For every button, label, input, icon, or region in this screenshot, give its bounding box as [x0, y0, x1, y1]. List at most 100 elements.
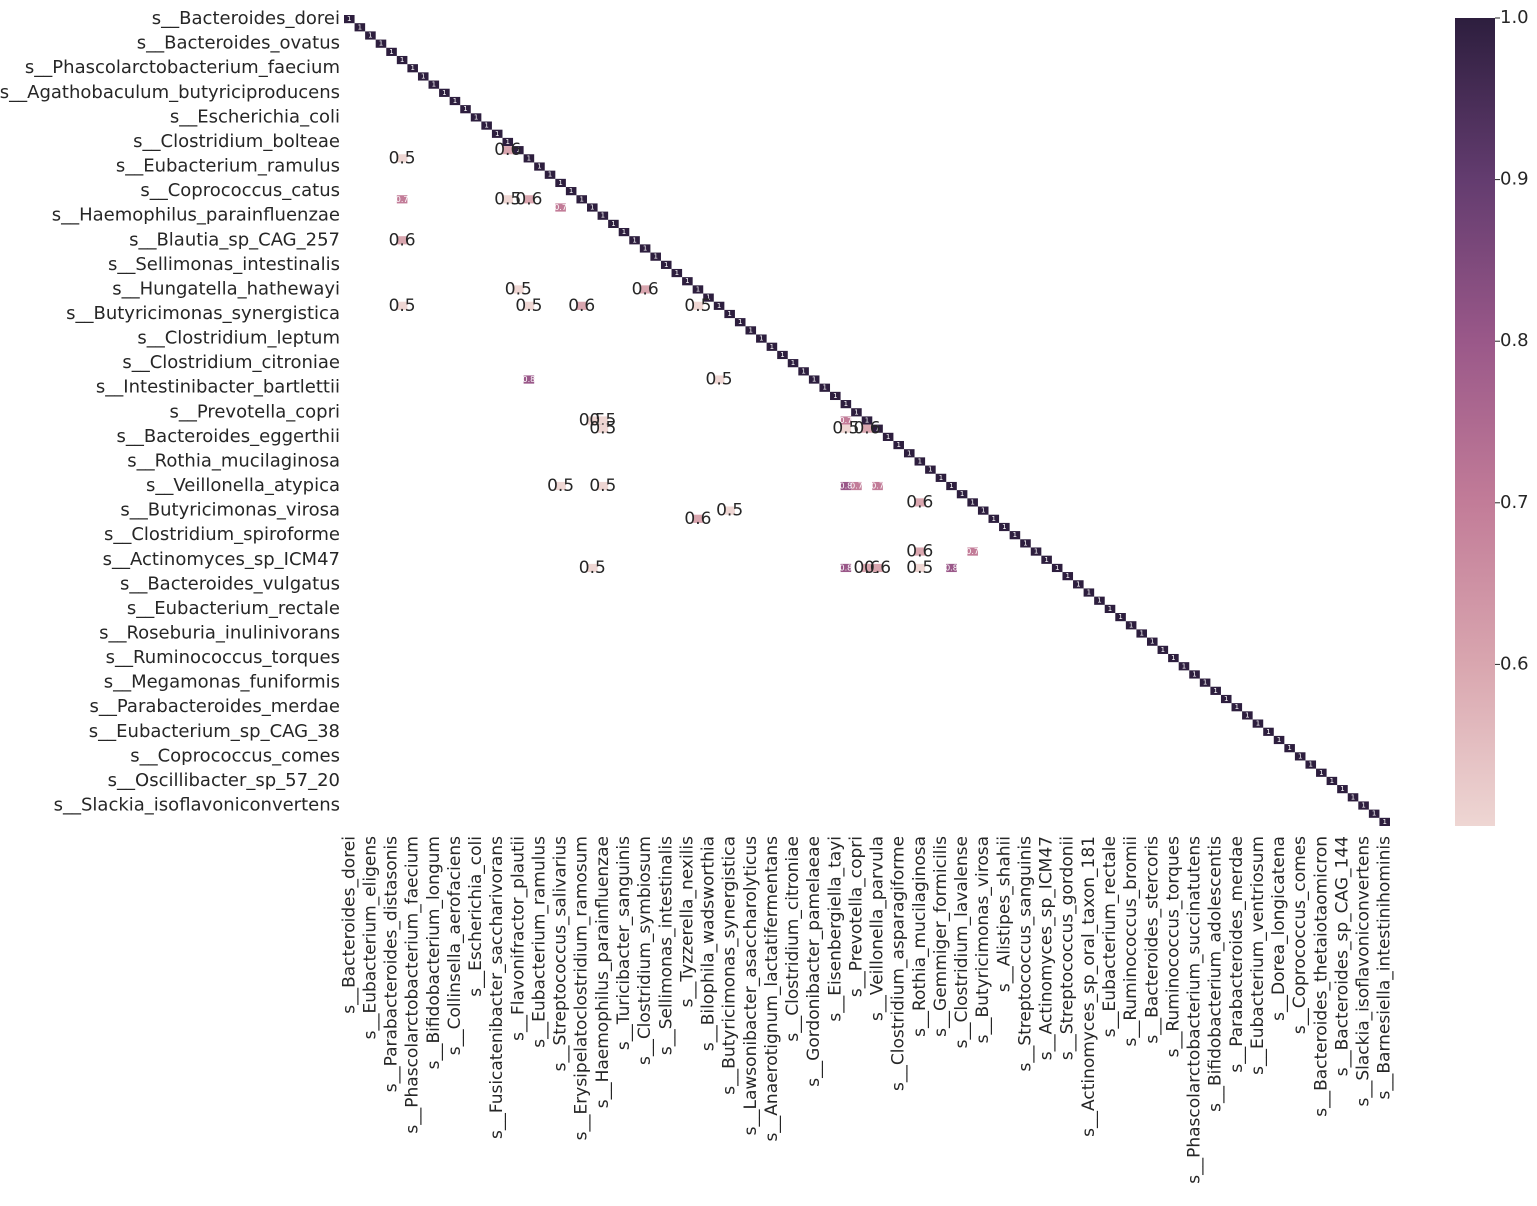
heatmap-cell: [523, 375, 535, 384]
cell-annotation: 0.8: [523, 375, 536, 384]
y-tick-label: s__Sellimonas_intestinalis: [108, 254, 340, 275]
x-tick-label: s__Lawsonibacter_asaccharolyticus: [741, 836, 761, 1135]
heatmap-cell: [967, 547, 978, 556]
y-tick-label: s__Bacteroides_vulgatus: [120, 573, 340, 594]
cell-annotation: 0.5: [906, 558, 933, 578]
cell-annotation: 1: [960, 490, 964, 498]
cell-annotation: 0.7: [850, 482, 863, 491]
cell-annotation: 1: [992, 515, 996, 523]
cell-annotation: 0.5: [579, 558, 606, 578]
cell-annotation: 1: [1351, 793, 1355, 801]
heatmap-cell: [1263, 727, 1274, 736]
heatmap-cell: [396, 301, 408, 310]
cell-annotation: 1: [558, 179, 562, 187]
heatmap-cell: [534, 162, 545, 171]
heatmap-cell: [555, 481, 566, 491]
x-tick-label: s__Flavonifractor_plautii: [508, 836, 528, 1041]
heatmap-cell: [639, 285, 651, 294]
heatmap-cell: [861, 416, 873, 425]
y-tick-label: s__Ruminococcus_torques: [106, 647, 340, 668]
cell-annotation: 1: [928, 466, 932, 474]
heatmap-cell: [1347, 793, 1359, 802]
heatmap-cell: [851, 408, 862, 417]
y-tick-label: s__Intestinibacter_bartlettii: [96, 377, 340, 398]
colorbar-tick-label: 1.0: [1500, 7, 1529, 28]
cell-annotation: 0.5: [684, 296, 711, 316]
cell-annotation: 1: [358, 23, 362, 31]
heatmap-cell: [1041, 555, 1052, 564]
heatmap-cell: [872, 424, 883, 433]
cell-annotation: 1: [1330, 777, 1334, 785]
heatmap-cell: [1231, 703, 1243, 712]
y-tick-label: s__Eubacterium_sp_CAG_38: [89, 721, 340, 742]
cell-annotation: 1: [368, 31, 372, 39]
y-tick-label: s__Clostridium_citroniae: [122, 352, 340, 373]
cell-annotation: 1: [1382, 818, 1386, 826]
cell-annotation: 1: [1139, 629, 1143, 637]
cell-annotation: 1: [886, 433, 890, 441]
cell-annotation: 1: [1224, 695, 1228, 703]
heatmap-cell: [840, 424, 852, 433]
heatmap-cell: [703, 293, 714, 302]
heatmap-cell: [671, 268, 683, 278]
heatmap-cell: [1125, 621, 1137, 630]
heatmap-cell: [1220, 694, 1232, 704]
cell-annotation: 1: [389, 48, 393, 56]
x-tick-label: s__Streptococcus_sanguinis: [1015, 836, 1035, 1072]
x-tick-label: s__Escherichia_coli: [466, 836, 486, 997]
y-tick-label: s__Clostridium_spiroforme: [104, 524, 340, 545]
cell-annotation: 0.5: [589, 411, 616, 431]
cell-annotation: 1: [1002, 523, 1006, 531]
y-tick-label: s__Clostridium_bolteae: [133, 131, 340, 152]
cell-annotation: 0.7: [554, 203, 567, 212]
heatmap-cell: [861, 563, 873, 573]
heatmap-cell: [597, 211, 609, 220]
cell-annotation: 1: [727, 310, 731, 318]
cell-annotation: 1: [1044, 556, 1048, 564]
cell-annotation: 1: [749, 326, 753, 334]
heatmap-cell: [914, 498, 926, 507]
heatmap-cell: [946, 563, 957, 573]
x-tick-label: s__Parabacteroides_distasonis: [382, 836, 402, 1092]
heatmap-cell: [1136, 629, 1147, 638]
cell-annotation: 1: [875, 425, 879, 433]
cell-annotation: 1: [506, 138, 510, 146]
x-tick-label: s__Butyricimonas_synergistica: [720, 836, 740, 1095]
cell-annotation: 1: [1076, 580, 1080, 588]
y-tick-label: s__Eubacterium_ramulus: [116, 156, 340, 177]
cell-annotation: 1: [970, 498, 974, 506]
heatmap-cell: [787, 359, 799, 368]
heatmap-cell: [1009, 531, 1021, 540]
heatmap-cell: [396, 236, 408, 245]
x-tick-label: s__Eubacterium_ventriosum: [1248, 836, 1268, 1075]
y-tick-label: s__Parabacteroides_merdae: [90, 696, 341, 717]
heatmap-cell: [544, 170, 556, 179]
cell-annotation: 1: [696, 285, 700, 293]
cell-annotation: 1: [1340, 785, 1344, 793]
heatmap-cell: [1337, 785, 1348, 794]
x-tick-label: s__Eubacterium_ramulus: [529, 836, 549, 1048]
heatmap-cell: [1146, 637, 1158, 646]
heatmap-cell: [956, 490, 968, 499]
cell-annotation: 1: [1013, 531, 1017, 539]
x-tick-label: s__Ruminococcus_torques: [1163, 836, 1183, 1057]
y-tick-label: s__Butyricimonas_virosa: [120, 500, 340, 521]
cell-annotation: 1: [1203, 679, 1207, 687]
x-tick-label: s__Collinsella_aerofaciens: [445, 836, 465, 1055]
heatmap-cell: [618, 227, 630, 237]
cell-annotation: 0.8: [945, 563, 958, 572]
heatmap-cell: [1094, 596, 1105, 605]
cell-annotation: 1: [1256, 720, 1260, 728]
heatmap-cell: [882, 432, 894, 441]
heatmap-cell: [1273, 735, 1285, 745]
y-tick-label: s__Bacteroides_eggerthii: [116, 426, 340, 447]
heatmap-cell: [946, 481, 957, 491]
cell-annotation: 0.6: [568, 296, 595, 316]
heatmap-cell: [587, 203, 598, 212]
cell-annotation: 1: [833, 392, 837, 400]
heatmap-cell: [713, 301, 725, 310]
cell-annotation: 1: [1023, 539, 1027, 547]
heatmap-cell: [502, 195, 514, 204]
heatmap-cell: [830, 391, 841, 401]
cell-annotation: 1: [548, 171, 552, 179]
